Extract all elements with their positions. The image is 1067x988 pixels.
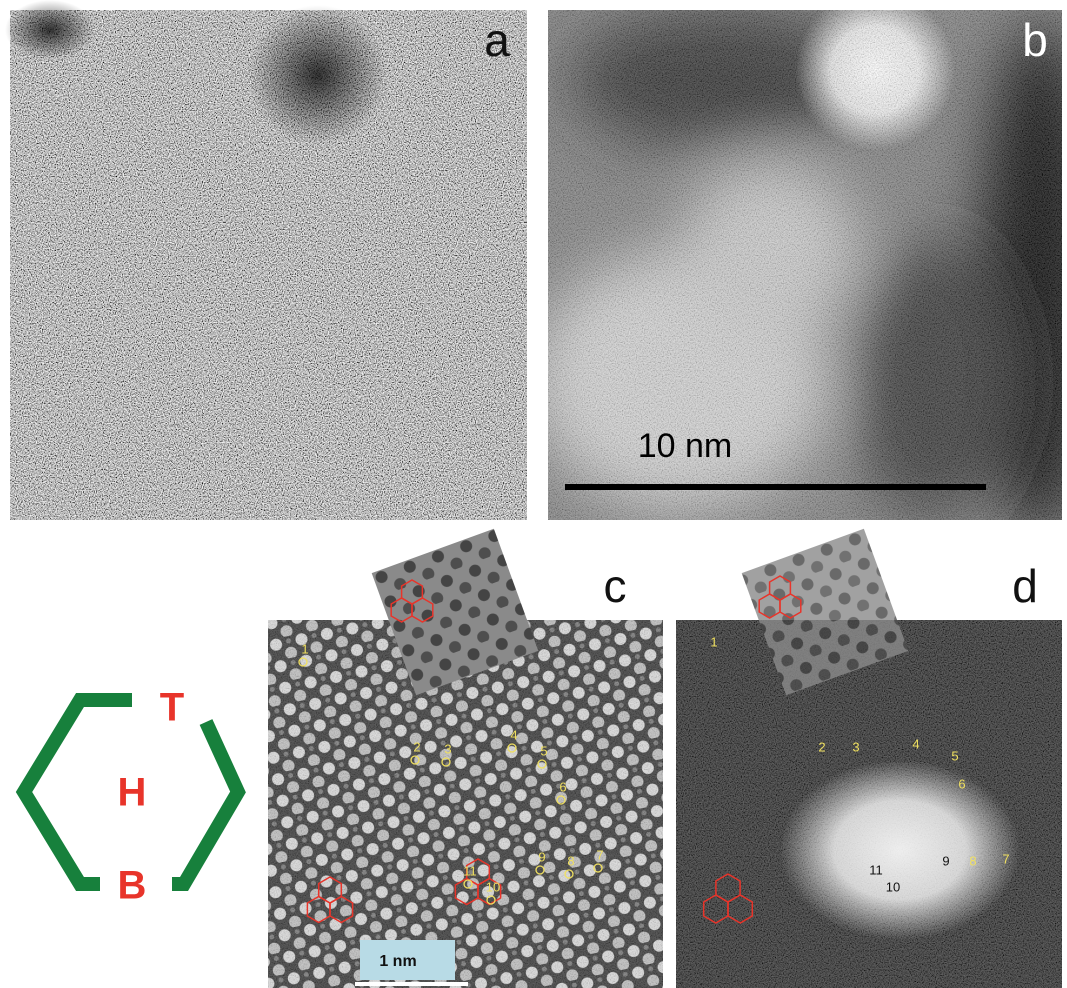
scale-bar-label: 1 nm — [379, 953, 416, 970]
particle — [5, 0, 95, 60]
marker-label: 5 — [540, 743, 547, 758]
site-top: T — [160, 686, 184, 730]
marker-label: 6 — [958, 776, 965, 791]
hexagon-left — [24, 700, 132, 884]
panel-b: b 10 nm — [530, 0, 1067, 540]
marker-label: 11 — [869, 862, 883, 877]
panel-label: b — [1022, 14, 1048, 66]
site-bridge: B — [118, 864, 147, 908]
panel-label: a — [484, 14, 510, 66]
marker-label: 9 — [538, 849, 545, 864]
marker-label: 1 — [301, 641, 308, 656]
marker-label: 8 — [969, 853, 976, 868]
site-hollow: H — [118, 771, 147, 815]
marker-label: 4 — [510, 727, 517, 742]
marker-label: 1 — [710, 634, 717, 649]
marker-label: 7 — [596, 847, 603, 862]
marker-label: 2 — [413, 739, 420, 754]
bright-region — [780, 760, 1020, 940]
marker-label: 11 — [463, 863, 477, 878]
particle — [248, 5, 388, 145]
panel-label: d — [1012, 560, 1038, 612]
marker-label: 9 — [942, 853, 949, 868]
marker-label: 8 — [567, 853, 574, 868]
marker-label: 2 — [818, 739, 825, 754]
marker-label: 3 — [444, 741, 451, 756]
marker-label: 5 — [951, 748, 958, 763]
marker-label: 10 — [886, 879, 900, 894]
marker-label: 3 — [852, 739, 859, 754]
panel-a: a — [5, 0, 527, 520]
panel-label: c — [604, 560, 627, 612]
panel-c: c 1 nm 1 2 3 4 5 6 7 8 9 10 11 — [268, 529, 663, 988]
hexagon-right — [172, 722, 238, 884]
marker-label: 7 — [1002, 851, 1009, 866]
marker-label: 6 — [559, 779, 566, 794]
marker-label: 4 — [912, 736, 919, 751]
figure: a b 10 nm T H B — [0, 0, 1067, 988]
marker-label: 10 — [486, 879, 500, 894]
scale-bar-label: 10 nm — [638, 427, 733, 465]
